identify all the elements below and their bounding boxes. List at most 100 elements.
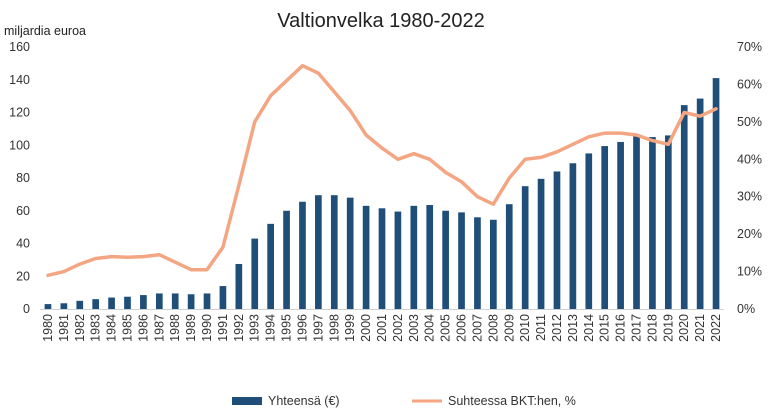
bar [140,295,147,309]
bar [171,293,179,309]
bar [617,141,624,309]
x-tick-label: 2017 [630,314,644,342]
y-tick-label-right: 70% [737,40,762,54]
bar [696,98,704,309]
y-tick-label-left: 160 [9,40,30,54]
x-tick-label: 2002 [391,314,405,342]
y-tick-label-left: 0 [23,302,30,316]
y-axis-right-ticks: 0% 10% 20% 30% 40% 50% 60% 70% [737,40,762,316]
x-tick-label: 1986 [136,314,150,342]
x-tick-label: 1987 [152,314,166,342]
x-tick-label: 1996 [295,314,309,342]
bar [553,171,561,309]
x-tick-label: 2022 [709,314,723,342]
x-tick-label: 2019 [661,314,675,342]
x-tick-label: 2007 [470,314,484,342]
x-tick-label: 1981 [57,314,71,342]
x-axis-ticks: 1980 1981 1982 1983 1984 1985 1986 1987 1988 1989… [41,314,723,342]
x-tick-label: 2021 [693,314,707,342]
bar [490,219,497,309]
bar [442,210,449,309]
y-tick-label-left: 120 [9,106,30,120]
legend-label-bar: Yhteensä (€) [268,394,340,408]
y-tick-label-right: 60% [737,77,762,91]
bar [426,205,434,309]
y-tick-label-left: 140 [9,73,30,87]
legend-label-line: Suhteessa BKT:hen, % [448,394,576,408]
x-tick-label: 1997 [311,314,325,342]
bar [76,300,84,309]
x-tick-label: 2004 [423,314,437,342]
x-tick-label: 2018 [645,314,659,342]
bar [346,197,354,309]
y-tick-label-left: 100 [9,138,30,152]
x-tick-label: 2015 [598,314,612,342]
x-tick-label: 1992 [232,314,246,342]
bar [585,153,593,309]
bar [362,205,370,309]
y-tick-label-right: 20% [737,227,762,241]
bar [537,178,545,309]
bar [267,223,274,309]
x-tick-label: 1995 [280,314,294,342]
bar [315,195,322,309]
bar [203,293,211,309]
x-tick-label: 1980 [41,314,55,342]
x-tick-label: 2013 [566,314,580,342]
x-tick-label: 1990 [200,314,214,342]
bar [92,299,100,309]
x-tick-label: 2000 [359,314,373,342]
bar [219,286,227,309]
bar [187,294,195,309]
bar [235,263,243,309]
bar [712,78,720,309]
legend-swatch-bar [232,397,262,405]
bar [60,303,68,309]
x-tick-label: 2012 [550,314,564,342]
bar [124,296,131,309]
bar [330,195,338,309]
x-tick-label: 1983 [89,314,103,342]
bar [410,205,418,309]
line-path [46,63,718,278]
x-tick-label: 2016 [614,314,628,342]
line-series [46,63,718,278]
x-tick-label: 1994 [264,314,278,342]
x-tick-label: 1985 [120,314,134,342]
bar [680,105,688,309]
bar [569,163,577,309]
bar [633,136,640,309]
y-tick-label-right: 50% [737,115,762,129]
chart-title: Valtionvelka 1980-2022 [277,10,485,32]
x-tick-label: 2006 [455,314,469,342]
y-tick-label-left: 20 [16,269,30,283]
y-axis-label: miljardia euroa [4,24,86,38]
legend: Yhteensä (€) Suhteessa BKT:hen, % [232,394,576,408]
bar [283,210,290,309]
y-tick-label-left: 60 [16,204,30,218]
bar [521,186,529,309]
bar [155,293,163,309]
x-tick-label: 1991 [216,314,230,342]
x-tick-label: 2003 [407,314,421,342]
bar [458,212,465,309]
bar [505,204,513,309]
bar [649,137,656,309]
x-tick-label: 1982 [73,314,87,342]
bar-series [44,78,720,309]
x-tick-label: 2011 [534,314,548,341]
bar [108,297,115,309]
x-tick-label: 1993 [248,314,262,342]
bar [664,135,672,309]
x-tick-label: 1984 [105,314,119,342]
bar [299,201,306,309]
x-tick-label: 2020 [677,314,691,342]
x-tick-label: 2008 [486,314,500,342]
bar [394,211,402,309]
x-tick-label: 2010 [518,314,532,342]
y-tick-label-right: 10% [737,265,762,279]
bar [251,238,259,309]
x-tick-label: 2009 [502,314,516,342]
